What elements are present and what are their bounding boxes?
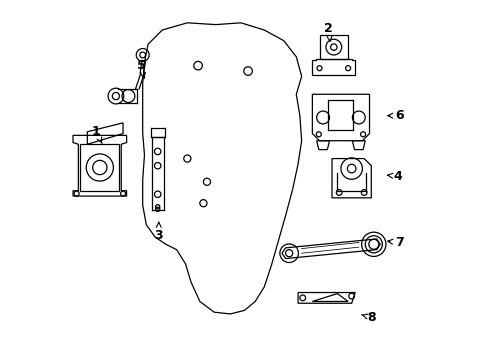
Text: 8: 8 — [361, 311, 375, 324]
Text: 3: 3 — [154, 222, 163, 242]
Text: 1: 1 — [92, 125, 102, 144]
Text: 6: 6 — [387, 109, 404, 122]
Text: 5: 5 — [136, 59, 145, 78]
Text: 4: 4 — [387, 170, 402, 183]
Text: 2: 2 — [324, 22, 332, 41]
Text: 7: 7 — [387, 236, 404, 249]
